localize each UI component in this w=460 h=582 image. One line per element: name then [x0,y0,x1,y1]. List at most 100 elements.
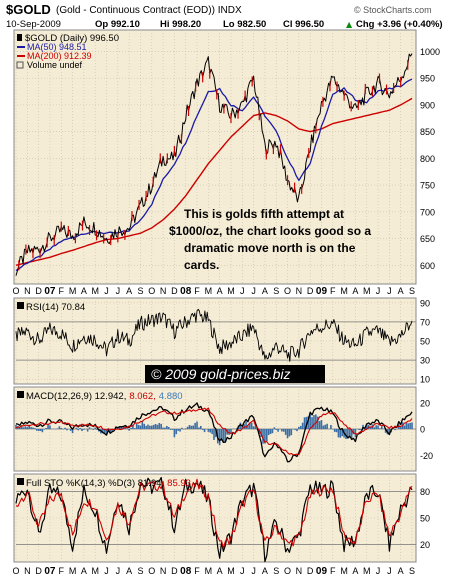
x-tick-label: A [398,566,404,576]
legend-ma50: MA(50) 948.51 [27,42,87,52]
x-tick-label: A [126,566,132,576]
x-tick-label: S [409,566,415,576]
x-tick-label: M [205,286,213,296]
change-value: Chg +3.96 (+0.40%) [356,19,443,30]
x-tick-label: F [330,286,336,296]
macd-line [15,402,413,463]
sto-k-line [15,476,413,563]
x-tick-label: J [387,286,392,296]
macd-label-hist: 4.880 [159,391,183,402]
y-tick-label: 1000 [420,47,440,57]
y-tick-label: 90 [420,298,430,308]
x-tick-label: N [296,566,303,576]
axis-labels: OONNDD0707FFMMAAMMJJJJAASSOONNDD0808FFMM… [12,47,440,577]
x-tick-label: 09 [316,566,328,577]
annotation-line-2: $1000/oz, the chart looks good so a [169,224,371,238]
annotation-line-4: cards. [184,258,219,272]
x-tick-label: O [148,566,155,576]
y-tick-label: 0 [420,425,425,435]
x-tick-label: J [251,566,256,576]
x-tick-label: O [12,286,19,296]
x-tick-label: A [398,286,404,296]
watermark: © 2009 gold-prices.biz [151,366,291,382]
x-tick-label: 09 [316,286,328,297]
annotation-line-1: This is golds fifth attempt at [184,207,344,221]
brand-label: © StockCharts.com [354,5,432,15]
change-arrow: ▲ [346,20,353,29]
x-tick-label: S [137,566,143,576]
macd-label: MACD(12,26,9) 12.942, 8.062, 4.880 [26,391,183,402]
y-tick-label: 80 [420,487,430,497]
price-panel [13,29,417,285]
x-tick-label: J [104,566,109,576]
sto-label: Full STO %K(14,3) %D(3) 81.94, 85.93 [26,478,191,489]
x-tick-label: D [35,566,42,576]
y-tick-label: 30 [420,356,430,366]
y-tick-label: 950 [420,74,435,84]
x-tick-label: M [363,566,371,576]
x-tick-label: 08 [180,566,192,577]
x-tick-label: D [307,286,314,296]
x-tick-label: F [194,566,200,576]
x-tick-label: A [262,566,268,576]
x-tick-label: J [376,286,381,296]
y-tick-label: 20 [420,540,430,550]
y-tick-label: 800 [420,154,435,164]
symbol-description: (Gold - Continuous Contract (EOD)) INDX [56,5,242,16]
x-tick-label: J [376,566,381,576]
x-tick-label: F [59,286,65,296]
x-tick-label: O [284,286,291,296]
x-tick-label: A [262,286,268,296]
macd-label-signal: 8.062, [129,391,155,402]
x-tick-label: A [81,286,87,296]
x-tick-label: F [59,566,65,576]
x-tick-label: D [307,566,314,576]
x-tick-label: 08 [180,286,192,297]
x-tick-label: M [69,566,77,576]
x-tick-label: J [240,566,245,576]
x-tick-label: D [171,566,178,576]
x-tick-label: S [273,566,279,576]
x-tick-label: O [12,566,19,576]
x-tick-label: J [387,566,392,576]
y-tick-label: 600 [420,261,435,271]
legend-price: $GOLD (Daily) 996.50 [25,33,119,44]
x-tick-label: A [126,286,132,296]
x-tick-label: J [116,566,121,576]
macd-label-main: MACD(12,26,9) 12.942, [26,391,126,402]
y-tick-label: 900 [420,100,435,110]
x-tick-label: 07 [44,286,56,297]
annotation-line-3: dramatic move north is on the [184,241,356,255]
y-tick-label: 10 [420,375,430,385]
x-tick-label: N [160,566,167,576]
x-tick-label: 07 [44,566,56,577]
x-tick-label: A [81,566,87,576]
y-tick-label: 750 [420,181,435,191]
annotation: This is golds fifth attempt at $1000/oz,… [169,207,371,272]
x-tick-label: M [205,566,213,576]
x-tick-label: N [24,566,31,576]
x-tick-label: M [363,286,371,296]
rsi-label-group: RSI(14) 70.84 [17,302,85,313]
sto-label-main: Full STO %K(14,3) %D(3) 81.94, [26,478,164,489]
price-legend: $GOLD (Daily) 996.50 MA(50) 948.51 MA(20… [16,33,119,70]
x-tick-label: M [227,286,235,296]
x-tick-label: N [296,286,303,296]
rsi-label: RSI(14) 70.84 [26,302,85,313]
x-tick-label: M [91,286,99,296]
x-tick-label: N [160,286,167,296]
x-tick-label: A [352,566,358,576]
low-value: Lo 982.50 [223,19,266,30]
x-tick-label: S [409,286,415,296]
legend-ma200: MA(200) 912.39 [27,51,92,61]
series-lines [15,53,413,563]
y-tick-label: 50 [420,337,430,347]
y-tick-label: 50 [420,514,430,524]
x-tick-label: D [35,286,42,296]
x-tick-label: F [194,286,200,296]
date-label: 10-Sep-2009 [6,19,61,30]
x-tick-label: M [340,566,348,576]
y-tick-label: 650 [420,234,435,244]
x-tick-label: F [330,566,336,576]
sto-label-d: 85.93 [167,478,191,489]
